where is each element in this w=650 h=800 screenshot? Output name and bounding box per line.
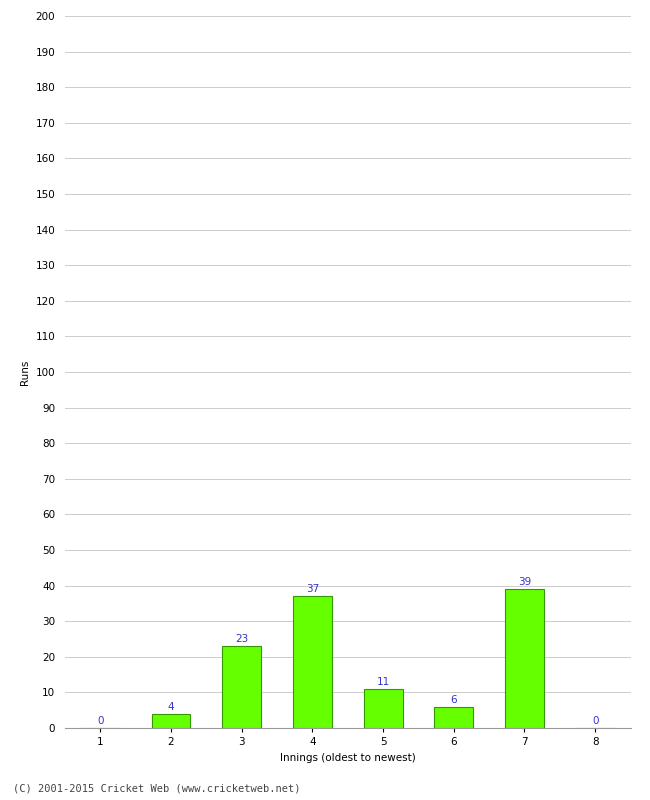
Text: 11: 11 xyxy=(376,677,390,687)
Text: 0: 0 xyxy=(97,716,103,726)
Text: 0: 0 xyxy=(592,716,599,726)
Bar xyxy=(363,689,402,728)
Text: 4: 4 xyxy=(168,702,174,712)
X-axis label: Innings (oldest to newest): Innings (oldest to newest) xyxy=(280,753,415,762)
Bar xyxy=(293,596,332,728)
Text: 39: 39 xyxy=(518,578,531,587)
Bar xyxy=(222,646,261,728)
Bar xyxy=(434,706,473,728)
Bar xyxy=(505,589,544,728)
Text: 37: 37 xyxy=(306,585,319,594)
Y-axis label: Runs: Runs xyxy=(20,359,30,385)
Text: (C) 2001-2015 Cricket Web (www.cricketweb.net): (C) 2001-2015 Cricket Web (www.cricketwe… xyxy=(13,784,300,794)
Text: 23: 23 xyxy=(235,634,248,644)
Bar xyxy=(151,714,190,728)
Text: 6: 6 xyxy=(450,695,457,705)
